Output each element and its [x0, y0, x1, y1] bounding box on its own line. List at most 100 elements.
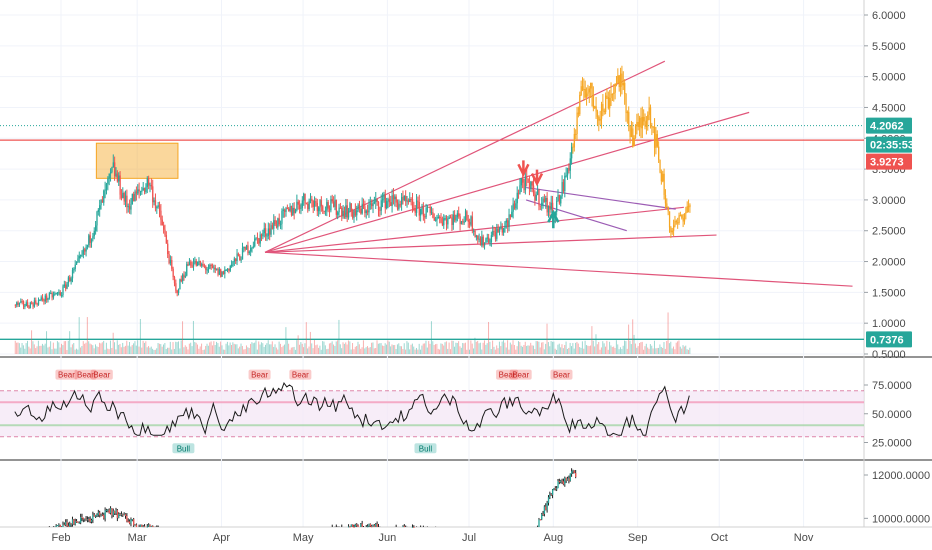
- candle-body: [516, 192, 518, 204]
- volume-bar: [439, 349, 441, 354]
- volume-bar: [458, 341, 460, 354]
- volume-bar: [163, 344, 164, 354]
- volume-bar: [179, 348, 181, 354]
- volume-candle-body: [139, 524, 142, 527]
- volume-candle-body: [149, 524, 151, 527]
- candle-body: [643, 116, 645, 122]
- candle-body: [478, 238, 480, 240]
- candle-body: [88, 235, 90, 246]
- volume-candle-body: [368, 523, 370, 527]
- volume-bar: [55, 348, 57, 354]
- candle-body: [651, 126, 653, 128]
- volume-bar: [386, 344, 388, 354]
- supply-zone[interactable]: [95, 142, 179, 179]
- volume-bar: [84, 343, 86, 354]
- candle-body: [288, 208, 290, 211]
- candle-body: [164, 229, 166, 236]
- candle-body: [520, 177, 522, 186]
- volume-bar: [300, 342, 302, 354]
- candle-body: [273, 220, 275, 229]
- candle-body: [475, 235, 478, 238]
- volume-bar: [583, 348, 585, 354]
- volume-bar: [129, 341, 130, 354]
- candle-body: [527, 178, 529, 183]
- candle-body: [109, 172, 112, 174]
- candle-body: [141, 190, 143, 192]
- volume-bar: [323, 341, 325, 354]
- horizontal-lines[interactable]: [0, 125, 864, 341]
- volume-bar: [315, 345, 317, 354]
- candle-body: [271, 225, 274, 229]
- candle-body: [641, 116, 644, 129]
- candle-body: [456, 213, 459, 218]
- candle-body: [322, 206, 324, 212]
- volume-bar: [413, 346, 415, 354]
- candle-body: [245, 245, 248, 250]
- volume-bar: [27, 340, 28, 354]
- volume-bar: [265, 344, 266, 354]
- volume-bar: [267, 340, 269, 354]
- candle-body: [188, 261, 191, 266]
- candle-body: [342, 210, 344, 217]
- candle-body: [24, 306, 26, 308]
- candle-body: [303, 193, 305, 201]
- volume-candle-body: [65, 521, 67, 525]
- candle-body: [244, 247, 246, 250]
- volume-candle-body: [413, 526, 415, 528]
- candle-body: [111, 167, 113, 173]
- candle-body: [183, 274, 185, 278]
- volume-bar: [316, 344, 318, 354]
- candle-body: [277, 218, 279, 228]
- signal-text: Bear: [93, 371, 110, 380]
- candle-body: [315, 201, 317, 203]
- volume-bar: [556, 349, 558, 354]
- candle-body: [396, 202, 399, 210]
- volume-bar: [640, 342, 642, 354]
- volume-bar: [157, 343, 159, 354]
- candle-body: [161, 219, 163, 226]
- volume-bar: [562, 348, 564, 354]
- volume-bar: [473, 348, 475, 354]
- candle-body: [462, 221, 464, 223]
- volume-bar: [519, 341, 521, 354]
- volume-bar: [131, 345, 133, 354]
- volume-candle-body: [86, 519, 89, 521]
- volume-candle-body: [551, 489, 554, 495]
- candle-body: [350, 203, 352, 212]
- candle-body: [211, 265, 214, 269]
- candle-body: [130, 204, 132, 210]
- candle-body: [285, 207, 287, 212]
- volume-candle-body: [116, 510, 119, 518]
- volume-bar: [579, 347, 581, 354]
- volume-bar: [202, 349, 204, 354]
- candle-body: [460, 221, 463, 225]
- price-tick-label: 1.0000: [872, 318, 906, 330]
- trendlines[interactable]: [264, 60, 853, 287]
- volume-candle-body: [104, 510, 106, 519]
- volume-bar: [602, 341, 604, 354]
- volume-candle-body: [93, 514, 95, 517]
- volume-bar: [362, 340, 364, 354]
- candle-body: [173, 277, 176, 284]
- candle-body: [286, 207, 289, 209]
- candle-body: [346, 205, 348, 218]
- volume-bar: [571, 346, 572, 354]
- volume-bar: [600, 347, 602, 354]
- volume-bar: [263, 346, 265, 354]
- volume-bar: [376, 340, 378, 354]
- candle-body: [48, 293, 51, 299]
- volume-bar: [659, 344, 661, 354]
- volume-candle-body: [360, 523, 362, 527]
- volume-candle-body: [99, 512, 101, 516]
- volume-bar: [46, 331, 48, 354]
- volume-bar: [119, 343, 121, 354]
- candle-body: [647, 114, 649, 121]
- volume-bar: [541, 342, 543, 354]
- volume-candle-body: [357, 525, 359, 527]
- volume-bar: [436, 343, 438, 354]
- candle-body: [500, 226, 502, 229]
- candle-body: [22, 301, 25, 307]
- candle-body: [474, 230, 476, 238]
- volume-bar: [50, 341, 52, 354]
